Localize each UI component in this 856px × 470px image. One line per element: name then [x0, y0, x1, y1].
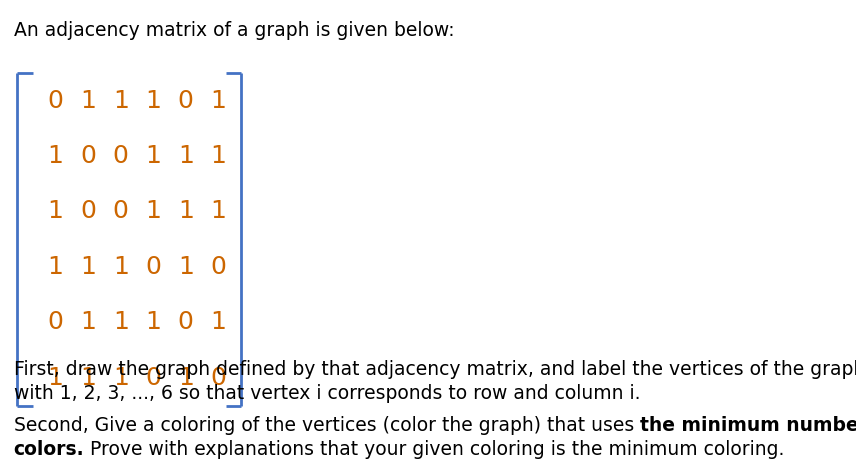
Text: 1: 1 — [113, 255, 128, 279]
Text: 1: 1 — [178, 366, 193, 390]
Text: 1: 1 — [178, 255, 193, 279]
Text: 1: 1 — [80, 88, 96, 113]
Text: 1: 1 — [113, 88, 128, 113]
Text: colors.: colors. — [14, 440, 85, 459]
Text: 1: 1 — [48, 144, 63, 168]
Text: 1: 1 — [211, 310, 226, 335]
Text: 0: 0 — [178, 88, 193, 113]
Text: 1: 1 — [80, 255, 96, 279]
Text: 1: 1 — [178, 144, 193, 168]
Text: 1: 1 — [113, 310, 128, 335]
Text: 0: 0 — [113, 144, 128, 168]
Text: Prove with explanations that your given coloring is the minimum coloring.: Prove with explanations that your given … — [85, 440, 785, 459]
Text: 0: 0 — [113, 199, 128, 224]
Text: 0: 0 — [80, 144, 96, 168]
Text: 1: 1 — [146, 144, 161, 168]
Text: 1: 1 — [211, 88, 226, 113]
Text: 0: 0 — [211, 366, 226, 390]
Text: 0: 0 — [211, 255, 226, 279]
Text: 0: 0 — [48, 88, 63, 113]
Text: 1: 1 — [48, 366, 63, 390]
Text: 1: 1 — [146, 310, 161, 335]
Text: 1: 1 — [80, 366, 96, 390]
Text: 0: 0 — [80, 199, 96, 224]
Text: 0: 0 — [146, 366, 161, 390]
Text: 0: 0 — [146, 255, 161, 279]
Text: 1: 1 — [113, 366, 128, 390]
Text: 1: 1 — [146, 88, 161, 113]
Text: 1: 1 — [48, 199, 63, 224]
Text: 1: 1 — [48, 255, 63, 279]
Text: Second, Give a coloring of the vertices (color the graph) that uses: Second, Give a coloring of the vertices … — [14, 416, 640, 435]
Text: 0: 0 — [178, 310, 193, 335]
Text: 0: 0 — [48, 310, 63, 335]
Text: 1: 1 — [211, 144, 226, 168]
Text: First, draw the graph defined by that adjacency matrix, and label the vertices o: First, draw the graph defined by that ad… — [14, 360, 856, 378]
Text: with 1, 2, 3, ..., 6 so that vertex i corresponds to row and column i.: with 1, 2, 3, ..., 6 so that vertex i co… — [14, 384, 640, 403]
Text: 1: 1 — [80, 310, 96, 335]
Text: 1: 1 — [178, 199, 193, 224]
Text: the minimum number of: the minimum number of — [640, 416, 856, 435]
Text: An adjacency matrix of a graph is given below:: An adjacency matrix of a graph is given … — [14, 21, 455, 40]
Text: 1: 1 — [211, 199, 226, 224]
Text: 1: 1 — [146, 199, 161, 224]
